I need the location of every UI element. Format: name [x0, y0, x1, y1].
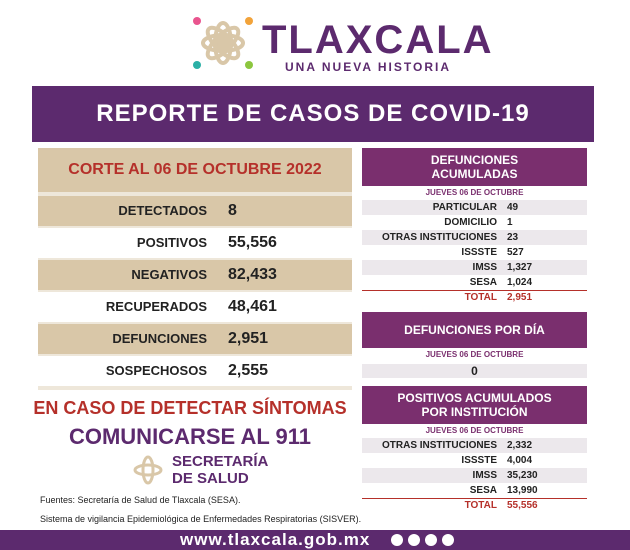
summary-row: RECUPERADOS 48,461: [38, 292, 352, 322]
footer-bg: [0, 530, 630, 550]
summary-value: 2,555: [228, 362, 269, 379]
summary-row: DEFUNCIONES 2,951: [38, 324, 352, 354]
section-date: JUEVES 06 DE OCTUBRE: [425, 350, 524, 359]
summary-value: 48,461: [228, 298, 277, 315]
section-title: DEFUNCIONES POR DÍA: [362, 312, 587, 348]
summary-row: POSITIVOS 55,556: [38, 228, 352, 258]
summary-label: POSITIVOS: [136, 235, 207, 250]
table-row: IMSS 35,230: [362, 468, 587, 483]
right-panel: DEFUNCIONES ACUMULADAS JUEVES 06 DE OCTUB…: [362, 148, 587, 526]
logo: [193, 17, 253, 69]
title: TLAXCALA: [262, 18, 494, 62]
total-row: TOTAL 2,951: [362, 290, 587, 305]
row-label: IMSS: [472, 262, 497, 273]
summary-value: 8: [228, 202, 237, 219]
table-row: ISSSTE 4,004: [362, 453, 587, 468]
total-row: TOTAL 55,556: [362, 498, 587, 513]
row-label: IMSS: [472, 470, 497, 481]
banner: REPORTE DE CASOS DE COVID-19: [96, 100, 530, 127]
row-value: 23: [507, 232, 519, 243]
row-label: PARTICULAR: [432, 202, 497, 213]
row-label: OTRAS INSTITUCIONES: [381, 440, 497, 451]
section-title: DEFUNCIONES ACUMULADAS: [362, 148, 587, 186]
banner-bg: [32, 86, 594, 142]
alert-line1: EN CASO DE DETECTAR SÍNTOMAS: [33, 398, 347, 418]
row-label: SESA: [469, 485, 497, 496]
summary-value: 82,433: [228, 266, 277, 283]
section-title: POSITIVOS ACUMULADOS POR INSTITUCIÓN: [362, 386, 587, 424]
summary-label: DETECTADOS: [118, 203, 207, 218]
table-row: SESA 1,024: [362, 275, 587, 290]
row-label: OTRAS INSTITUCIONES: [381, 232, 497, 243]
row-value: 527: [507, 247, 524, 258]
source-1: Fuentes: Secretaría de Salud de Tlaxcala…: [40, 495, 241, 505]
row-value: 1: [507, 217, 513, 228]
total-label: TOTAL: [464, 500, 497, 511]
summary-row: DETECTADOS 8: [38, 196, 352, 226]
summary-label: NEGATIVOS: [131, 267, 207, 282]
summary-row: NEGATIVOS 82,433: [38, 260, 352, 290]
secretaria: SECRETARÍA DE SALUD: [172, 453, 268, 487]
section-date: JUEVES 06 DE OCTUBRE: [425, 426, 524, 435]
total-value: 2,951: [507, 292, 533, 303]
row-value: 1,327: [507, 262, 533, 273]
summary-label: SOSPECHOSOS: [105, 363, 207, 378]
total-label: TOTAL: [464, 292, 497, 303]
secretaria-line2: DE SALUD: [172, 470, 249, 487]
table-row: OTRAS INSTITUCIONES 2,332: [362, 438, 587, 453]
summary-label: DEFUNCIONES: [112, 331, 207, 346]
table-row: IMSS 1,327: [362, 260, 587, 275]
table-row: OTRAS INSTITUCIONES 23: [362, 230, 587, 245]
summary-value: 55,556: [228, 234, 277, 251]
row-label: ISSSTE: [461, 247, 497, 258]
row-label: DOMICILIO: [444, 217, 497, 228]
total-value: 55,556: [507, 500, 538, 511]
table-row: ISSSTE 527: [362, 245, 587, 260]
summary-date: CORTE AL 06 DE OCTUBRE 2022: [38, 148, 352, 192]
table-row: DOMICILIO 1: [362, 215, 587, 230]
secretaria-line1: SECRETARÍA: [172, 453, 269, 470]
summary-row: SOSPECHOSOS 2,555: [38, 356, 352, 386]
row-label: ISSSTE: [461, 455, 497, 466]
table-row: PARTICULAR 49: [362, 200, 587, 215]
row-value: 1,024: [507, 277, 533, 288]
row-value: 13,990: [507, 485, 538, 496]
subtitle: UNA NUEVA HISTORIA: [285, 60, 452, 74]
deaths-day-value: 0: [362, 364, 587, 378]
summary-label: RECUPERADOS: [105, 299, 207, 314]
footer-url: www.tlaxcala.gob.mx: [180, 530, 371, 549]
row-value: 2,332: [507, 440, 533, 451]
table-row: SESA 13,990: [362, 483, 587, 498]
row-label: SESA: [469, 277, 497, 288]
row-value: 4,004: [507, 455, 533, 466]
social-icons: [391, 534, 454, 546]
source-2: Sistema de vigilancia Epidemiológica de …: [40, 514, 362, 524]
secretaria-logo: [133, 455, 163, 485]
summary-value: 2,951: [228, 330, 269, 347]
row-value: 35,230: [507, 470, 538, 481]
alert-line2: COMUNICARSE AL 911: [68, 424, 312, 449]
section-date: JUEVES 06 DE OCTUBRE: [425, 188, 524, 197]
row-value: 49: [507, 202, 519, 213]
